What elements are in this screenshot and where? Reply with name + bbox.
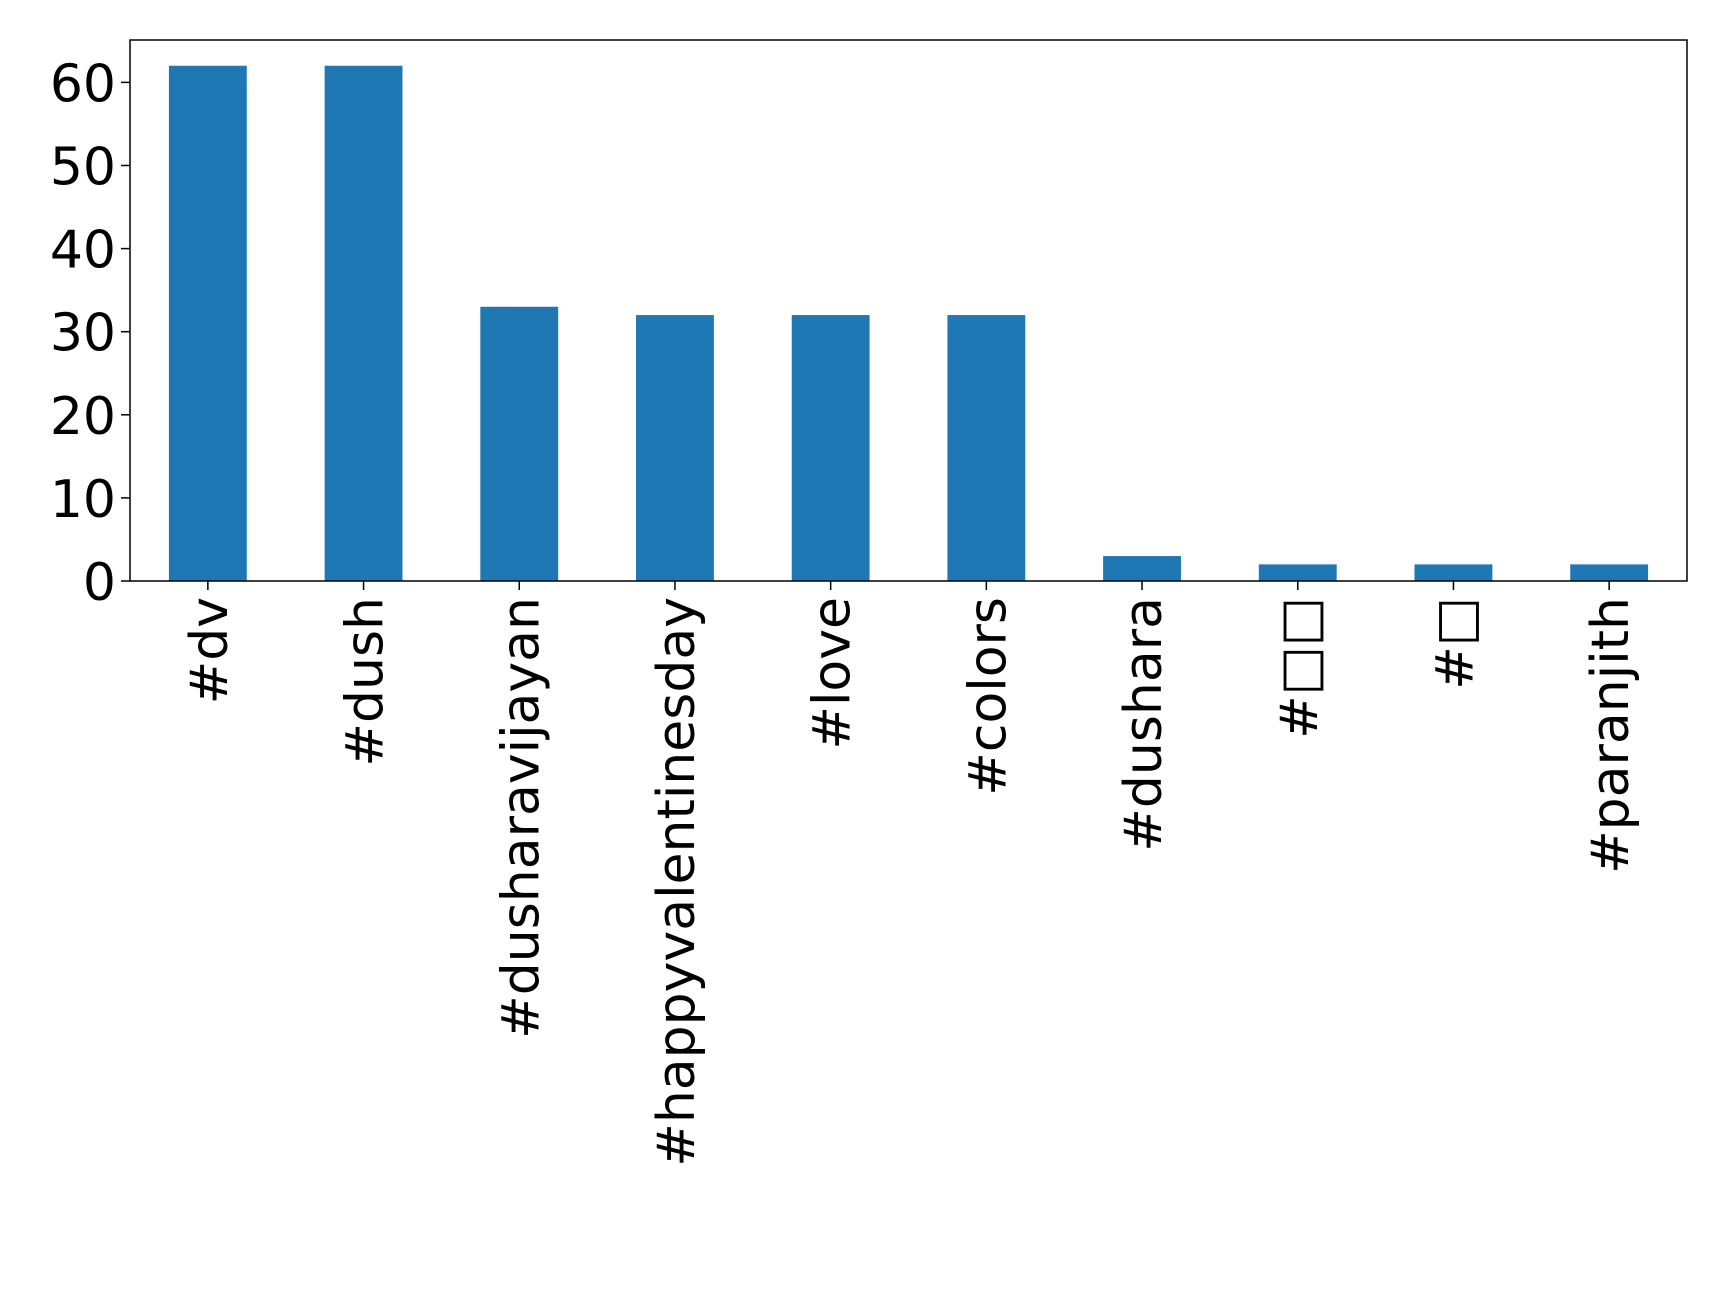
x-tick-label: #□: [1425, 597, 1485, 690]
plot-frame: [129, 39, 1688, 582]
bar: [1414, 564, 1493, 581]
bar: [324, 65, 403, 581]
bar: [636, 315, 714, 581]
x-tick-label: #dushara: [1114, 597, 1174, 852]
bar: [947, 315, 1026, 581]
x-tick-label: #love: [803, 597, 863, 750]
y-tick-label: 10: [50, 470, 116, 530]
bar: [168, 65, 247, 581]
bar: [1258, 564, 1337, 581]
x-tick-label: #dv: [180, 597, 240, 704]
y-tick-label: 50: [50, 137, 116, 197]
bar: [480, 306, 559, 581]
y-tick-label: 60: [50, 54, 116, 114]
x-tick-label: #dusharavijayan: [491, 597, 551, 1039]
x-tick-label: #□□: [1270, 597, 1330, 739]
x-tick-label: #dush: [336, 597, 396, 767]
bar: [1103, 556, 1181, 581]
bar: [791, 315, 870, 581]
bar: [1570, 564, 1649, 581]
y-tick-label: 30: [50, 304, 116, 364]
x-tick-label: #paranjith: [1581, 597, 1641, 874]
x-tick-label: #happyvalentinesday: [647, 597, 707, 1167]
y-tick-label: 40: [50, 221, 116, 281]
y-tick-label: 20: [50, 387, 116, 447]
x-tick-label: #colors: [958, 597, 1018, 796]
y-tick-label: 0: [83, 553, 116, 613]
